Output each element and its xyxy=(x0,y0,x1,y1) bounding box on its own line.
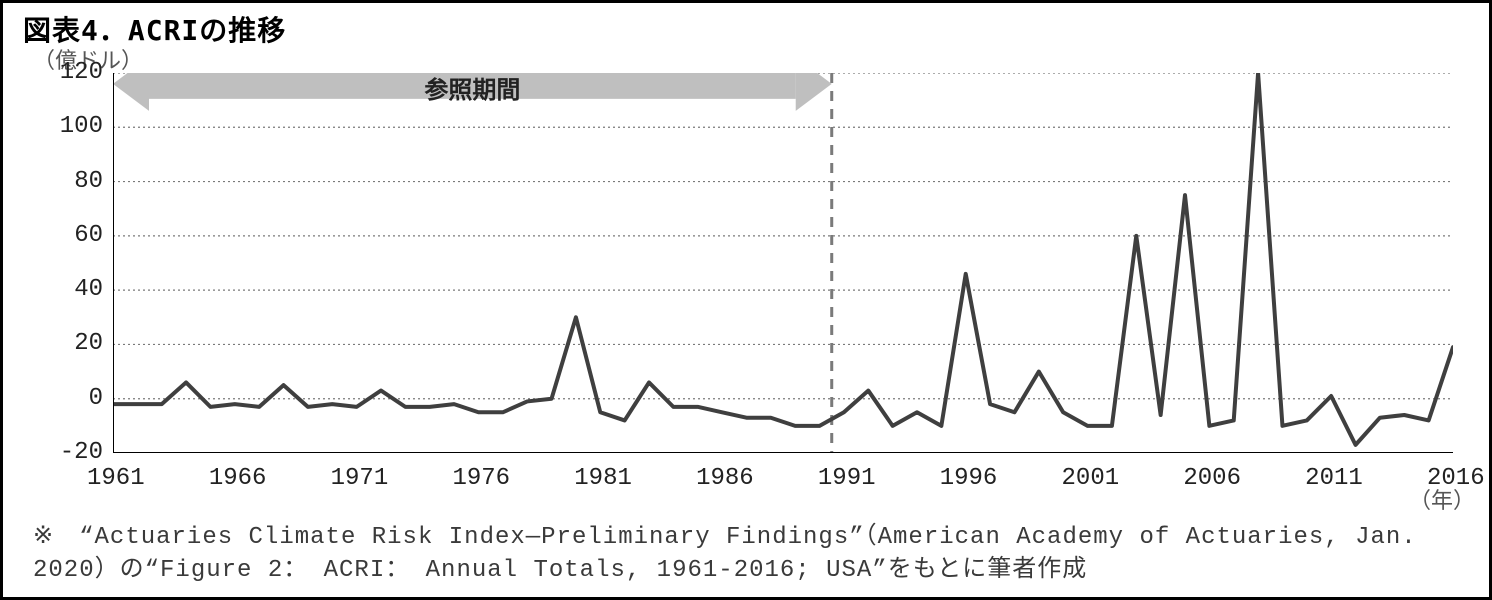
x-tick-label: 1996 xyxy=(940,465,998,492)
x-tick-label: 2001 xyxy=(1062,465,1120,492)
x-tick-label: 1986 xyxy=(696,465,754,492)
x-tick-label: 1961 xyxy=(87,465,145,492)
x-tick-label: 1981 xyxy=(574,465,632,492)
chart-plot-area xyxy=(113,73,1453,453)
figure-frame: 図表4．ACRIの推移 （億ドル） -20020406080100120 196… xyxy=(0,0,1492,600)
y-tick-label: 0 xyxy=(43,385,103,412)
y-tick-label: 60 xyxy=(43,222,103,249)
y-tick-label: -20 xyxy=(43,439,103,466)
x-tick-label: 2011 xyxy=(1305,465,1363,492)
x-tick-label: 1991 xyxy=(818,465,876,492)
x-tick-label: 1971 xyxy=(331,465,389,492)
y-tick-label: 20 xyxy=(43,330,103,357)
x-tick-label: 2006 xyxy=(1183,465,1241,492)
y-tick-label: 40 xyxy=(43,276,103,303)
x-tick-label: 1976 xyxy=(452,465,510,492)
x-tick-label: 1966 xyxy=(209,465,267,492)
figure-footnote: ※ “Actuaries Climate Risk Index―Prelimin… xyxy=(33,522,1459,587)
y-tick-label: 80 xyxy=(43,168,103,195)
x-axis-unit-label: （年） xyxy=(1409,483,1475,515)
y-tick-label: 100 xyxy=(43,113,103,140)
y-tick-label: 120 xyxy=(43,59,103,86)
